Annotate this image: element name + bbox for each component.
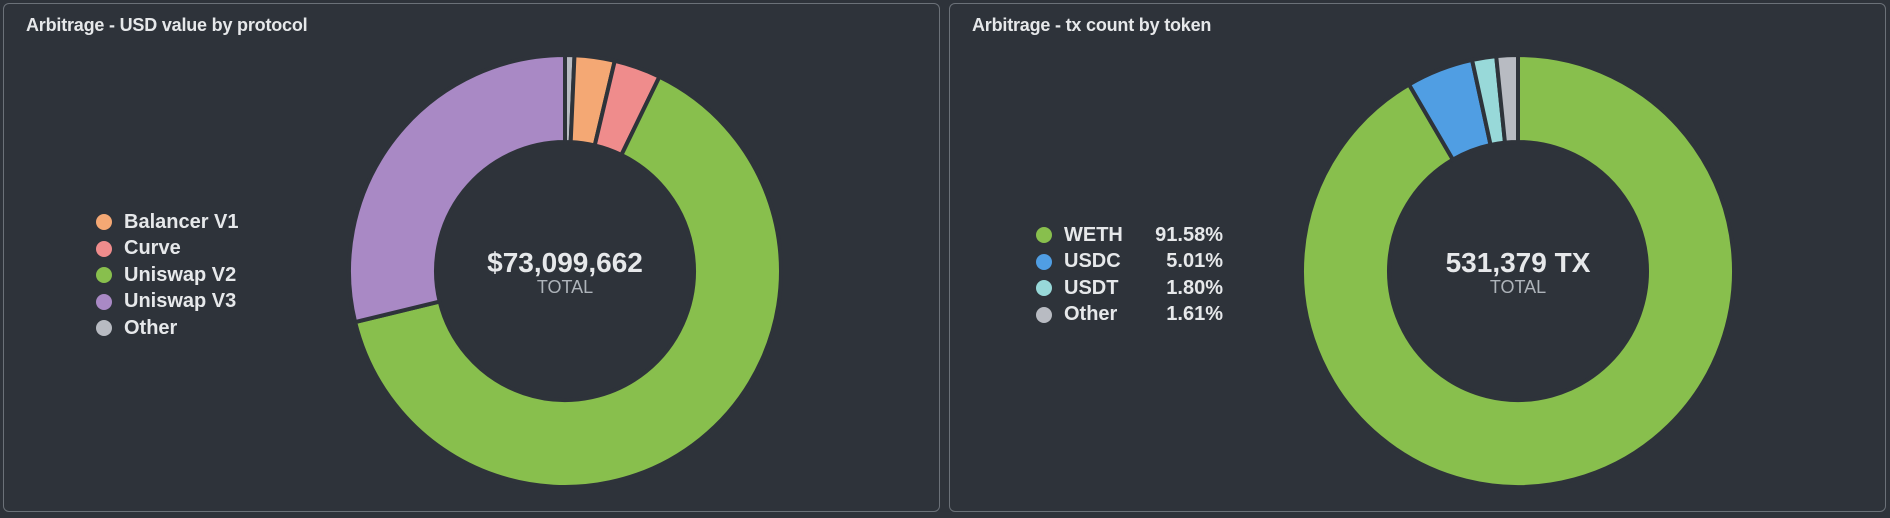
legend-dot <box>1036 306 1052 323</box>
tx-donut-chart: 531,379 TX TOTAL <box>1300 52 1736 489</box>
legend-dot <box>96 240 112 257</box>
legend-dot <box>96 267 112 284</box>
usd-by-protocol-panel: Arbitrage - USD value by protocol Balanc… <box>3 3 940 512</box>
legend-item-balancer-v1[interactable]: Balancer V1 <box>96 209 239 236</box>
legend-item-curve[interactable]: Curve <box>96 236 239 263</box>
center-total-value: $73,099,662 <box>487 247 643 278</box>
donut-slice-uniswap-v3[interactable] <box>347 52 567 325</box>
legend-label: Other <box>124 316 178 339</box>
legend-item-other[interactable]: Other <box>96 315 239 342</box>
donut-slice-other[interactable] <box>1493 52 1520 145</box>
center-total-label: TOTAL <box>1490 277 1546 297</box>
donut-slice-uniswap-v2[interactable] <box>352 74 783 489</box>
legend-item-uniswap-v3[interactable]: Uniswap V3 <box>96 289 239 316</box>
tx-by-token-panel: Arbitrage - tx count by token WETH 91.58… <box>949 3 1886 512</box>
chart-legend: Balancer V1 Curve Uniswap V2 Uniswap V3 … <box>96 209 239 342</box>
legend-value: 5.01% <box>1166 250 1223 273</box>
legend-label: WETH <box>1064 223 1123 246</box>
legend-dot <box>96 214 112 231</box>
legend-item-usdc[interactable]: USDC 5.01% <box>1036 249 1223 276</box>
legend-label: Other <box>1064 303 1118 326</box>
legend-dot <box>96 320 112 337</box>
legend-value: 1.80% <box>1166 276 1223 299</box>
legend-label: Curve <box>124 237 181 260</box>
legend-dot <box>1036 253 1052 270</box>
center-total-label: TOTAL <box>537 277 593 297</box>
legend-value: 91.58% <box>1155 223 1223 246</box>
panel-title: Arbitrage - USD value by protocol <box>26 15 308 35</box>
legend-label: USDC <box>1064 250 1121 273</box>
panel-title: Arbitrage - tx count by token <box>972 15 1212 35</box>
legend-dot <box>1036 280 1052 297</box>
center-total-value: 531,379 TX <box>1446 247 1591 278</box>
legend-label: Balancer V1 <box>124 210 239 233</box>
legend-item-other[interactable]: Other 1.61% <box>1036 302 1223 329</box>
donut-slices <box>1300 52 1736 489</box>
chart-legend: WETH 91.58% USDC 5.01% USDT 1.80% Other … <box>1036 222 1223 328</box>
legend-label: USDT <box>1064 276 1119 299</box>
legend-label: Uniswap V2 <box>124 263 237 286</box>
legend-value: 1.61% <box>1166 303 1223 326</box>
legend-item-uniswap-v2[interactable]: Uniswap V2 <box>96 262 239 289</box>
legend-dot <box>96 293 112 310</box>
usd-donut-chart: $73,099,662 TOTAL <box>347 52 783 489</box>
legend-label: Uniswap V3 <box>124 290 237 313</box>
legend-item-usdt[interactable]: USDT 1.80% <box>1036 275 1223 302</box>
donut-slice-weth[interactable] <box>1300 52 1736 489</box>
legend-item-weth[interactable]: WETH 91.58% <box>1036 222 1223 249</box>
donut-slices <box>347 52 783 489</box>
legend-dot <box>1036 227 1052 244</box>
